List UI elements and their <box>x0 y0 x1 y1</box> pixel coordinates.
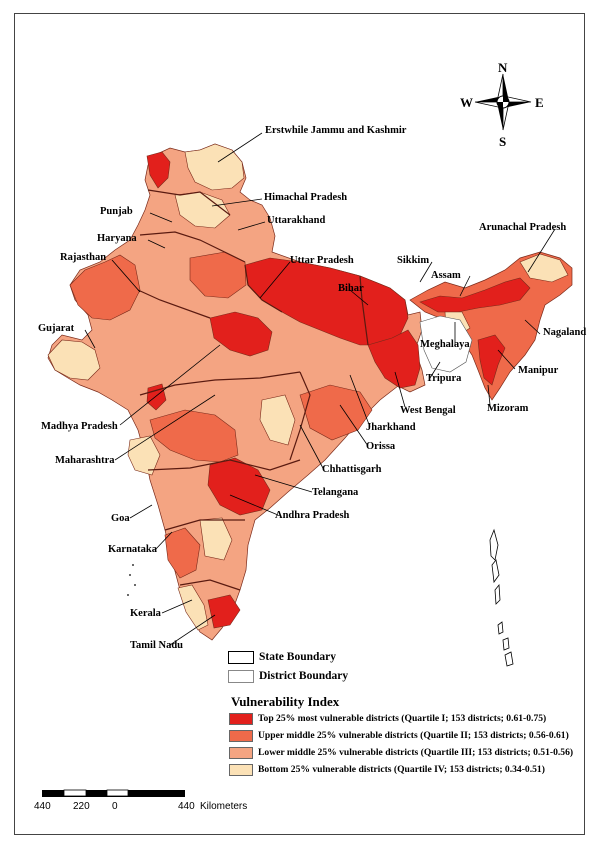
label-madhya-pradesh: Madhya Pradesh <box>41 421 118 432</box>
compass-north: N <box>498 60 508 75</box>
gujarat-bottom <box>47 339 101 381</box>
legend-swatch-q3 <box>229 746 253 759</box>
scale-tick-220: 220 <box>73 801 90 812</box>
label-tripura: Tripura <box>426 373 462 384</box>
chhattisgarh-bottom <box>259 394 296 446</box>
label-mizoram: Mizoram <box>487 403 529 414</box>
himachal-bottom <box>174 191 231 229</box>
scale-tick-440-left: 440 <box>34 801 51 812</box>
scale-tick-0: 0 <box>112 801 118 812</box>
label-rajasthan: Rajasthan <box>60 252 107 263</box>
legend-title: Vulnerability Index <box>231 694 340 709</box>
label-tamil-nadu: Tamil Nadu <box>130 640 184 651</box>
arunachal-bottom <box>519 253 569 283</box>
label-manipur: Manipur <box>518 365 559 376</box>
label-jharkhand: Jharkhand <box>366 422 416 433</box>
label-meghalaya: Meghalaya <box>420 339 470 350</box>
mp-high-region <box>209 311 273 357</box>
maharashtra-high-region <box>146 383 167 411</box>
label-uttarakhand: Uttarakhand <box>267 215 326 226</box>
scale-tick-440-right: 440 <box>178 801 195 812</box>
kerala-bottom <box>177 584 209 631</box>
jk-bottom <box>184 143 245 191</box>
legend-swatch-q1 <box>229 712 253 725</box>
compass-east: E <box>535 95 544 110</box>
compass-west: W <box>460 95 473 110</box>
legend-label-q2: Upper middle 25% vulnerable districts (Q… <box>258 730 569 741</box>
label-assam: Assam <box>431 270 461 281</box>
manipur-mizoram-high-region <box>477 334 506 386</box>
state-boundary-label: State Boundary <box>259 651 336 663</box>
bengal-high-region <box>367 329 421 389</box>
scale-unit: Kilometers <box>200 801 248 812</box>
district-boundary-swatch <box>228 670 254 683</box>
karnataka-bottom <box>199 517 233 561</box>
karnataka-upper-middle <box>164 527 201 579</box>
legend-label-q3: Lower middle 25% vulnerable districts (Q… <box>258 747 574 758</box>
legend-swatch-q2 <box>229 729 253 742</box>
legend-label-q1: Top 25% most vulnerable districts (Quart… <box>258 713 547 724</box>
label-gujarat: Gujarat <box>38 323 75 334</box>
label-jammu-kashmir: Erstwhile Jammu and Kashmir <box>265 125 407 136</box>
rajasthan-upper-middle <box>69 254 141 321</box>
map-frame <box>14 13 585 835</box>
odisha-upper-middle <box>299 384 373 441</box>
label-chhattisgarh: Chhattisgarh <box>322 464 382 475</box>
scale-bar <box>42 789 185 797</box>
maharashtra-bottom <box>127 435 161 476</box>
label-punjab: Punjab <box>100 206 133 217</box>
label-maharashtra: Maharashtra <box>55 455 115 466</box>
kashmir-high-region <box>146 151 171 189</box>
lakshadweep-islands <box>127 564 136 596</box>
district-boundary-label: District Boundary <box>259 670 349 682</box>
label-karnataka: Karnataka <box>108 544 158 555</box>
label-goa: Goa <box>111 513 130 524</box>
label-nagaland: Nagaland <box>543 327 587 338</box>
bangladesh-gap <box>419 315 473 373</box>
label-sikkim: Sikkim <box>397 255 430 266</box>
tamil-nadu-high-region <box>207 594 241 629</box>
label-haryana: Haryana <box>97 233 137 244</box>
label-telangana: Telangana <box>312 487 359 498</box>
compass-rose <box>474 73 532 131</box>
state-boundaries <box>137 189 369 591</box>
telangana-ap-high-region <box>207 457 271 516</box>
label-andhra-pradesh: Andhra Pradesh <box>275 510 350 521</box>
label-kerala: Kerala <box>130 608 161 619</box>
label-uttar-pradesh: Uttar Pradesh <box>290 255 354 266</box>
label-arunachal-pradesh: Arunachal Pradesh <box>479 222 567 233</box>
legend-item-q1: Top 25% most vulnerable districts (Quart… <box>229 712 546 725</box>
legend-item-q3: Lower middle 25% vulnerable districts (Q… <box>229 746 573 759</box>
label-bihar: Bihar <box>338 283 364 294</box>
label-orissa: Orissa <box>366 441 396 452</box>
andaman-islands <box>489 528 514 667</box>
legend-item-q2: Upper middle 25% vulnerable districts (Q… <box>229 729 569 742</box>
legend-label-q4: Bottom 25% vulnerable districts (Quartil… <box>258 764 545 775</box>
compass-south: S <box>499 134 507 149</box>
legend-swatch-q4 <box>229 763 253 776</box>
label-himachal-pradesh: Himachal Pradesh <box>264 192 348 203</box>
india-mainland <box>47 143 426 641</box>
label-west-bengal: West Bengal <box>400 405 456 416</box>
state-boundary-swatch <box>228 651 254 664</box>
legend-item-q4: Bottom 25% vulnerable districts (Quartil… <box>229 763 545 776</box>
leader-lines <box>84 132 556 646</box>
